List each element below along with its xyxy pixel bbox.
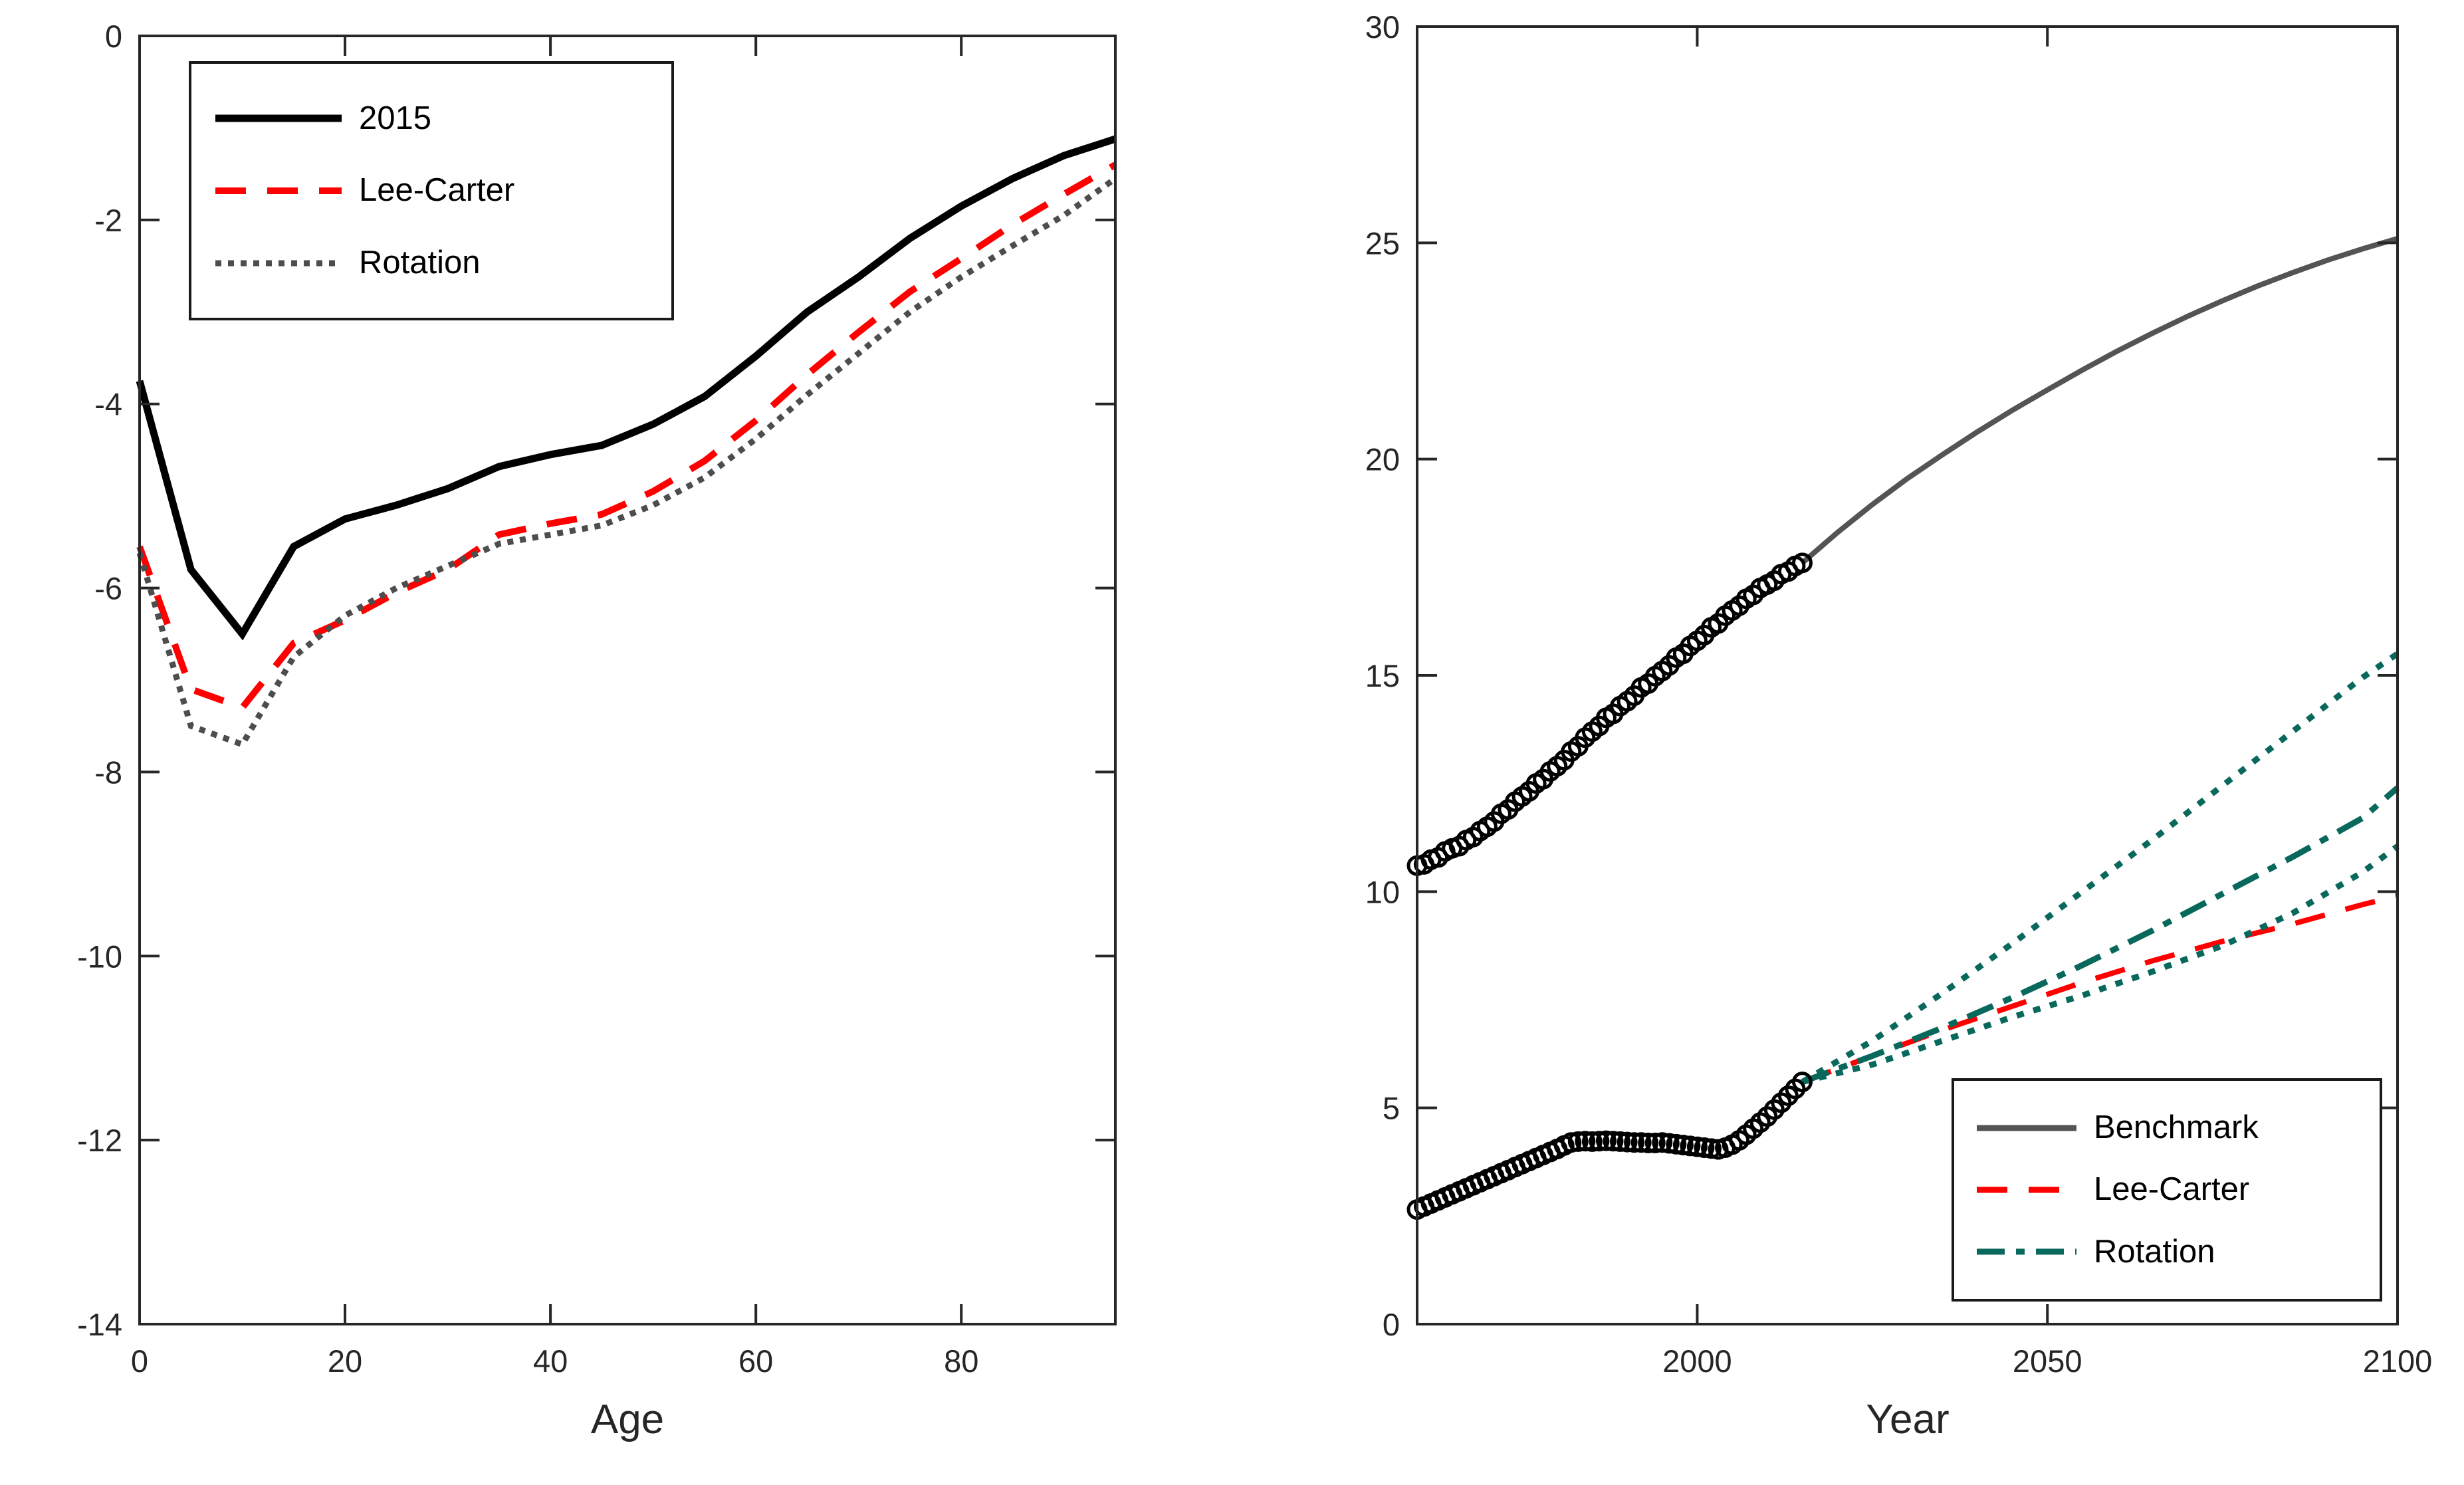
y-tick-label: 0 — [105, 19, 122, 54]
data-point-circle — [1589, 1131, 1610, 1152]
y-tick-label: -2 — [94, 203, 122, 238]
line-sample-dashed-red-icon — [1977, 1187, 2076, 1193]
y-tick-label: -10 — [77, 939, 122, 974]
data-point-circle — [1666, 1133, 1687, 1155]
data-point-circle — [1630, 1132, 1652, 1153]
x-tick-label: 20 — [328, 1343, 362, 1379]
left-panel: 0 20 40 60 80 0 -2 -4 -6 -8 -10 -12 -14 — [77, 19, 1117, 1379]
x-tick-label: 60 — [738, 1343, 773, 1379]
y-tick-label: 15 — [1365, 658, 1400, 693]
data-point-circle — [1791, 1072, 1813, 1093]
line-sample-dashed-red-icon — [215, 187, 342, 194]
x-tick-label: 40 — [533, 1343, 568, 1379]
data-point-circle — [1644, 1132, 1666, 1153]
data-point-circle — [1575, 1131, 1596, 1152]
y-tick-label: 30 — [1365, 9, 1400, 45]
left-plot-box — [138, 35, 1117, 1325]
series-markers-observed-upper-circles- — [1406, 552, 1813, 876]
y-tick-label: 25 — [1365, 225, 1400, 261]
series-line-rotation-upper-bound — [1801, 651, 2400, 1085]
y-tick-label: -4 — [94, 387, 122, 422]
data-point-circle — [1694, 1137, 1715, 1159]
data-point-circle — [1603, 1131, 1624, 1152]
y-tick-label: 0 — [1383, 1307, 1400, 1342]
y-tick-label: -6 — [94, 571, 122, 606]
series-line-lee-carter — [136, 162, 1117, 712]
line-sample-dashdot-teal-icon — [1977, 1248, 2076, 1255]
legend-label-rotation-right: Rotation — [2094, 1233, 2215, 1270]
x-tick-label: 80 — [944, 1343, 978, 1379]
legend-item-2015: 2015 — [215, 102, 658, 135]
legend-item-benchmark: Benchmark — [1977, 1111, 2368, 1144]
x-tick-label: 2000 — [1662, 1343, 1732, 1379]
series-line-rotation-projection — [1801, 785, 2400, 1085]
data-point-circle — [1680, 1135, 1701, 1157]
data-point-circle — [1652, 1132, 1673, 1153]
y-tick-label: -12 — [77, 1123, 122, 1158]
series-markers-observed-lower-circles- — [1406, 1072, 1813, 1220]
legend-label-lee-carter: Lee-Carter — [359, 172, 515, 209]
series-line-rotation-lower-bound — [1801, 844, 2400, 1085]
data-point-circle — [1672, 1135, 1694, 1156]
data-point-circle — [1701, 1138, 1722, 1159]
legend-label-lee-carter-right: Lee-Carter — [2094, 1171, 2250, 1208]
legend-label-rotation: Rotation — [359, 245, 481, 281]
data-point-circle — [1617, 1131, 1638, 1153]
x-tick-label: 2050 — [2013, 1343, 2082, 1379]
y-tick-label: 5 — [1383, 1091, 1400, 1126]
x-tick-label: 2100 — [2363, 1343, 2433, 1379]
data-point-circle — [1567, 1131, 1589, 1152]
data-point-circle — [1638, 1132, 1659, 1153]
series-line-2015 — [136, 135, 1117, 641]
y-tick-label: -8 — [94, 754, 122, 790]
legend-label-2015: 2015 — [359, 100, 432, 136]
y-tick-label: -14 — [77, 1307, 122, 1342]
y-tick-label: 20 — [1365, 442, 1400, 477]
right-panel: 2000 2050 2100 0 5 10 15 20 25 30 — [1365, 9, 2433, 1379]
data-point-circle — [1581, 1131, 1603, 1152]
series-line-lee-carter-projection — [1801, 893, 2398, 1085]
left-xaxis-label: Age — [590, 1397, 665, 1442]
right-legend: Benchmark Lee-Carter Rotation — [1952, 1078, 2382, 1302]
data-point-circle — [1686, 1136, 1708, 1157]
data-point-circle — [1658, 1133, 1680, 1154]
line-sample-solid-gray-icon — [1977, 1125, 2076, 1131]
left-legend: 2015 Lee-Carter Rotation — [189, 61, 674, 320]
legend-item-lee-carter: Lee-Carter — [215, 174, 658, 207]
right-xaxis-label: Year — [1866, 1397, 1950, 1442]
data-point-circle — [1791, 552, 1813, 574]
data-point-circle — [1610, 1131, 1631, 1152]
data-point-circle — [1595, 1130, 1617, 1151]
series-line-benchmark — [1800, 235, 2399, 565]
legend-item-rotation-right: Rotation — [1977, 1233, 2368, 1270]
legend-label-benchmark: Benchmark — [2094, 1109, 2259, 1146]
y-tick-label: 10 — [1365, 874, 1400, 909]
data-point-circle — [1561, 1132, 1582, 1153]
x-tick-label: 0 — [131, 1343, 148, 1379]
line-sample-dotted-gray-icon — [215, 260, 342, 267]
legend-item-lee-carter-right: Lee-Carter — [1977, 1173, 2368, 1206]
legend-item-rotation: Rotation — [215, 247, 658, 279]
line-sample-solid-black-icon — [215, 114, 342, 122]
data-point-circle — [1624, 1132, 1645, 1153]
